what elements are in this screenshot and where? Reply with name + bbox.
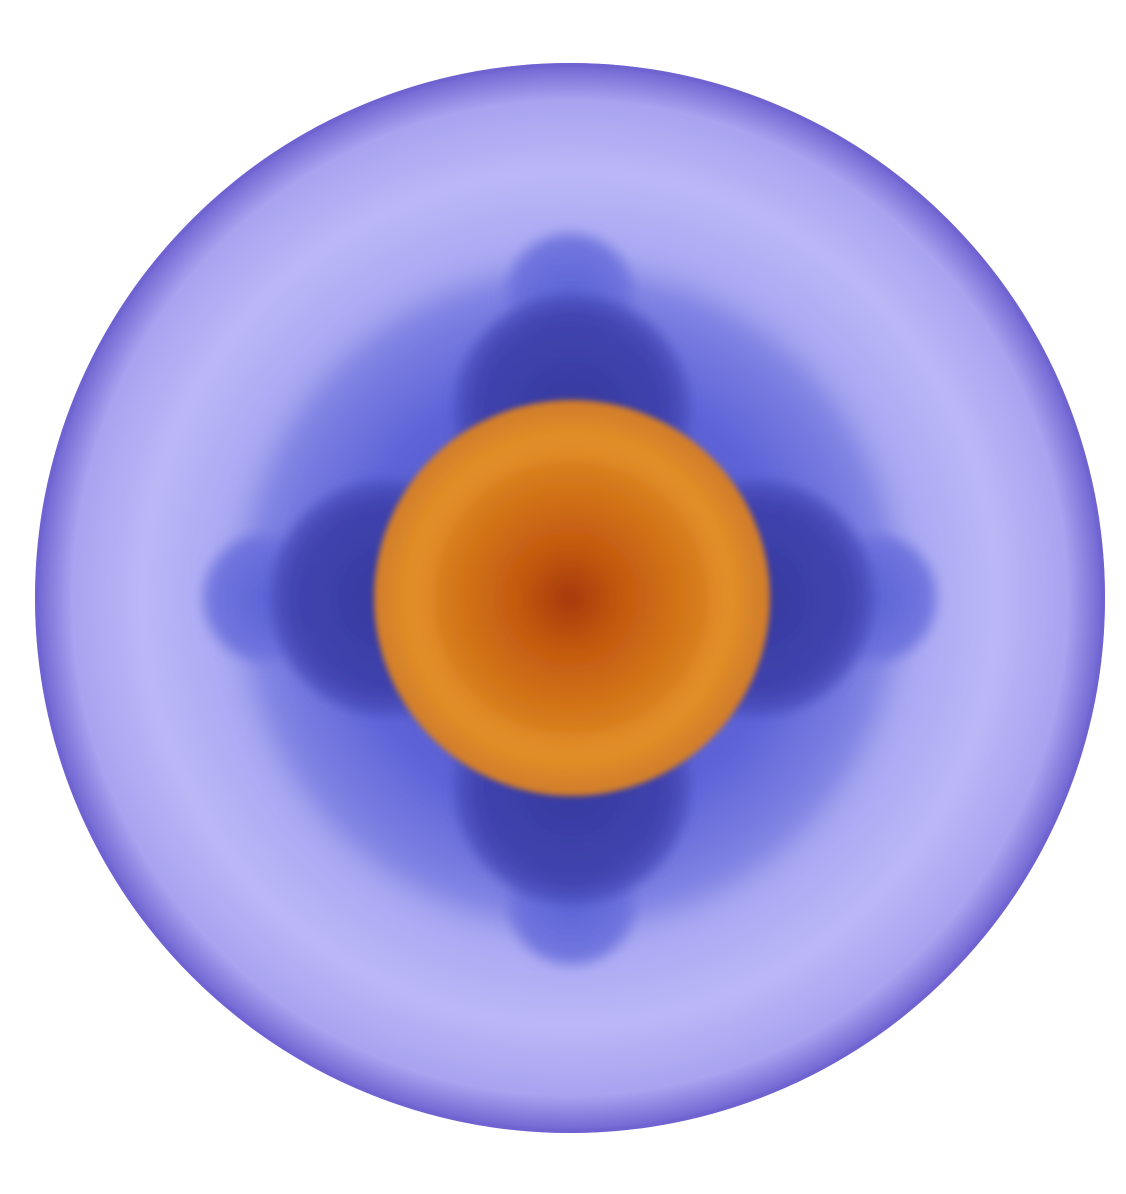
outer-rim xyxy=(35,63,1105,1133)
core-highlight-ring xyxy=(411,437,733,759)
core-sphere xyxy=(374,400,770,796)
